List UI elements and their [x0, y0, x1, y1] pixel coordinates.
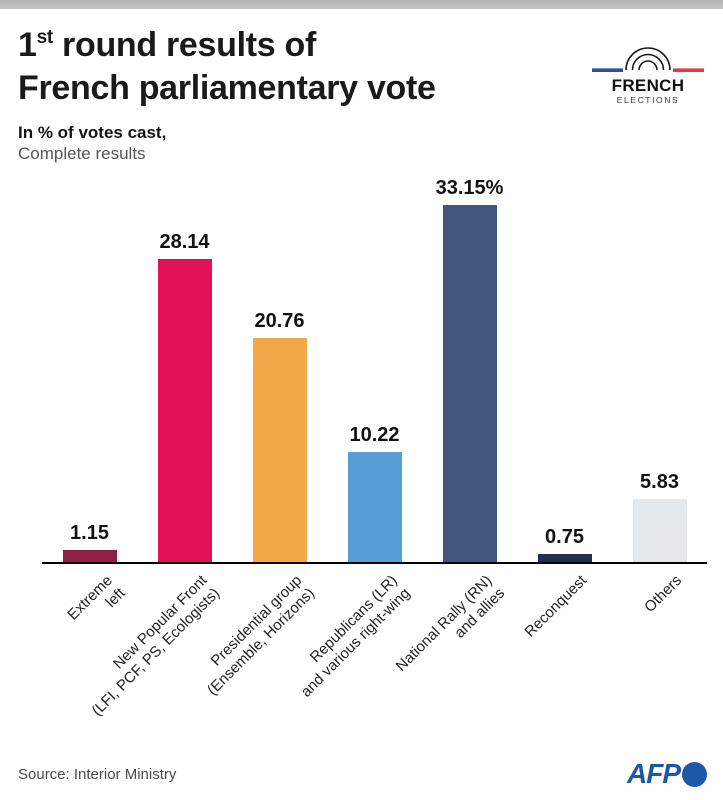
bar-0 — [62, 549, 117, 562]
flag-red-bar — [673, 68, 704, 72]
logo-subtitle: ELECTIONS — [616, 94, 680, 105]
bar-4 — [442, 204, 497, 562]
afp-logo: AFP — [627, 758, 707, 790]
flag-blue-bar — [592, 68, 623, 72]
bar-1 — [157, 258, 212, 562]
source-credit: Source: Interior Ministry — [18, 765, 177, 783]
title-line-2: French parliamentary vote — [18, 68, 436, 107]
header: 1st round results of French parliamentar… — [0, 9, 723, 164]
x-axis-label-text: National Rally (RN) and allies — [392, 571, 509, 675]
bar-slot: 5.83 — [612, 471, 707, 562]
logo-title: FRENCH — [611, 76, 685, 95]
french-elections-logo: FRENCH ELECTIONS — [587, 24, 709, 105]
x-axis-label-text: Reconquest — [521, 571, 591, 641]
top-strip — [0, 0, 723, 9]
bar-chart: 1.15 28.14 20.76 10.22 33.15% 0.75 5.83 Extrem… — [42, 174, 707, 746]
bar-5 — [537, 553, 592, 562]
footer: Source: Interior Ministry AFP — [0, 758, 723, 790]
chart-xlabels: Extreme left New Popular Front (LFI, PCF, P… — [42, 564, 707, 746]
bar-slot: 33.15% — [422, 177, 517, 562]
chart-plot: 1.15 28.14 20.76 10.22 33.15% 0.75 5.83 — [42, 174, 707, 564]
bar-value-label: 28.14 — [159, 230, 210, 253]
page-title: 1st round results of French parliamentar… — [18, 24, 705, 110]
bar-value-label: 33.15% — [435, 176, 504, 199]
x-axis-label-text: Others — [641, 571, 686, 616]
title-line1-rest: round results of — [52, 26, 317, 64]
bar-slot: 10.22 — [327, 424, 422, 562]
bar-slot: 20.76 — [232, 310, 327, 562]
bar-value-label: 20.76 — [254, 309, 305, 332]
bar-slot: 1.15 — [42, 522, 137, 562]
afp-logo-text: AFP — [627, 758, 681, 789]
bar-value-label: 1.15 — [70, 521, 109, 544]
bar-slot: 28.14 — [137, 231, 232, 562]
subtitle-bold: In % of votes cast, — [18, 122, 167, 142]
hemicycle-arcs-icon — [592, 47, 704, 72]
title-number: 1 — [18, 26, 37, 64]
bar-value-label: 5.83 — [640, 470, 679, 493]
title-line-1: 1st round results of — [18, 26, 316, 64]
bar-3 — [347, 451, 402, 562]
bar-slot: 0.75 — [517, 526, 612, 562]
subtitle-regular: Complete results — [18, 143, 146, 163]
title-ordinal-suffix: st — [36, 27, 54, 48]
bar-2 — [252, 337, 307, 562]
bar-value-label: 0.75 — [545, 525, 584, 548]
afp-logo-dot-icon — [682, 761, 707, 787]
bar-6 — [632, 498, 687, 562]
x-axis-label-text: Extreme left — [64, 571, 129, 624]
bar-value-label: 10.22 — [349, 423, 400, 446]
